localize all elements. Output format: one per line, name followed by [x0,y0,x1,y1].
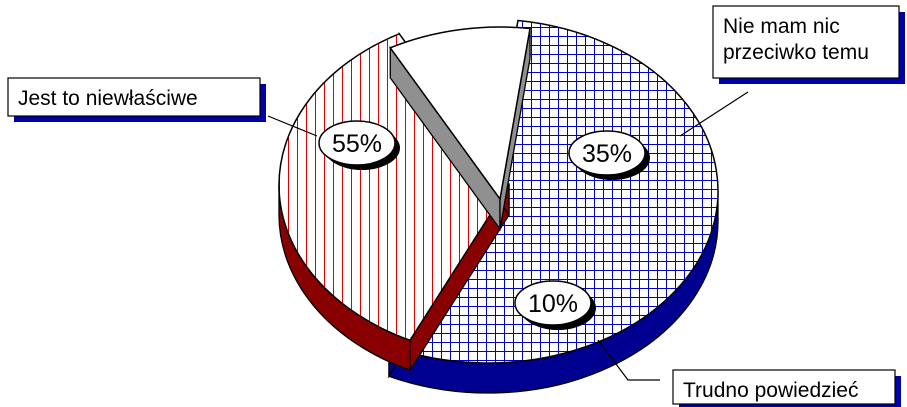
leader-line [679,91,749,137]
data-label-trudno-powiedziec: 10% [514,280,596,330]
data-label-nie-mam-nic-przeciwko-temu: 35% [568,130,650,180]
leader-line [597,339,660,381]
pie-labels: 55% 35% 10% Jest to niewłaściwe Nie mam nic p… [7,5,905,407]
category-label-text: Trudno powiedzieć [683,379,859,402]
category-label-nie-mam-nic-przeciwko-temu: Nie mam nic przeciwko temu [679,5,905,137]
category-label-text: przeciwko temu [723,41,869,64]
pie-slice-top [389,26,531,201]
category-label-text: Jest to niewłaściwe [18,87,198,110]
pie-slice-trudno-powiedziec [389,26,531,232]
category-label-text: Nie mam nic [723,15,840,38]
data-label-value: 10% [528,290,578,318]
leader-line [267,115,318,137]
category-label-jest-to-niewasciwe: Jest to niewłaściwe [7,77,318,137]
data-label-jest-to-niewasciwe: 55% [318,120,400,170]
pie-slice-top [387,19,719,364]
pie-slices [278,19,719,394]
data-label-value: 35% [582,140,632,168]
category-label-trudno-powiedziec: Trudno powiedzieć [597,339,901,407]
data-label-value: 55% [332,130,382,158]
